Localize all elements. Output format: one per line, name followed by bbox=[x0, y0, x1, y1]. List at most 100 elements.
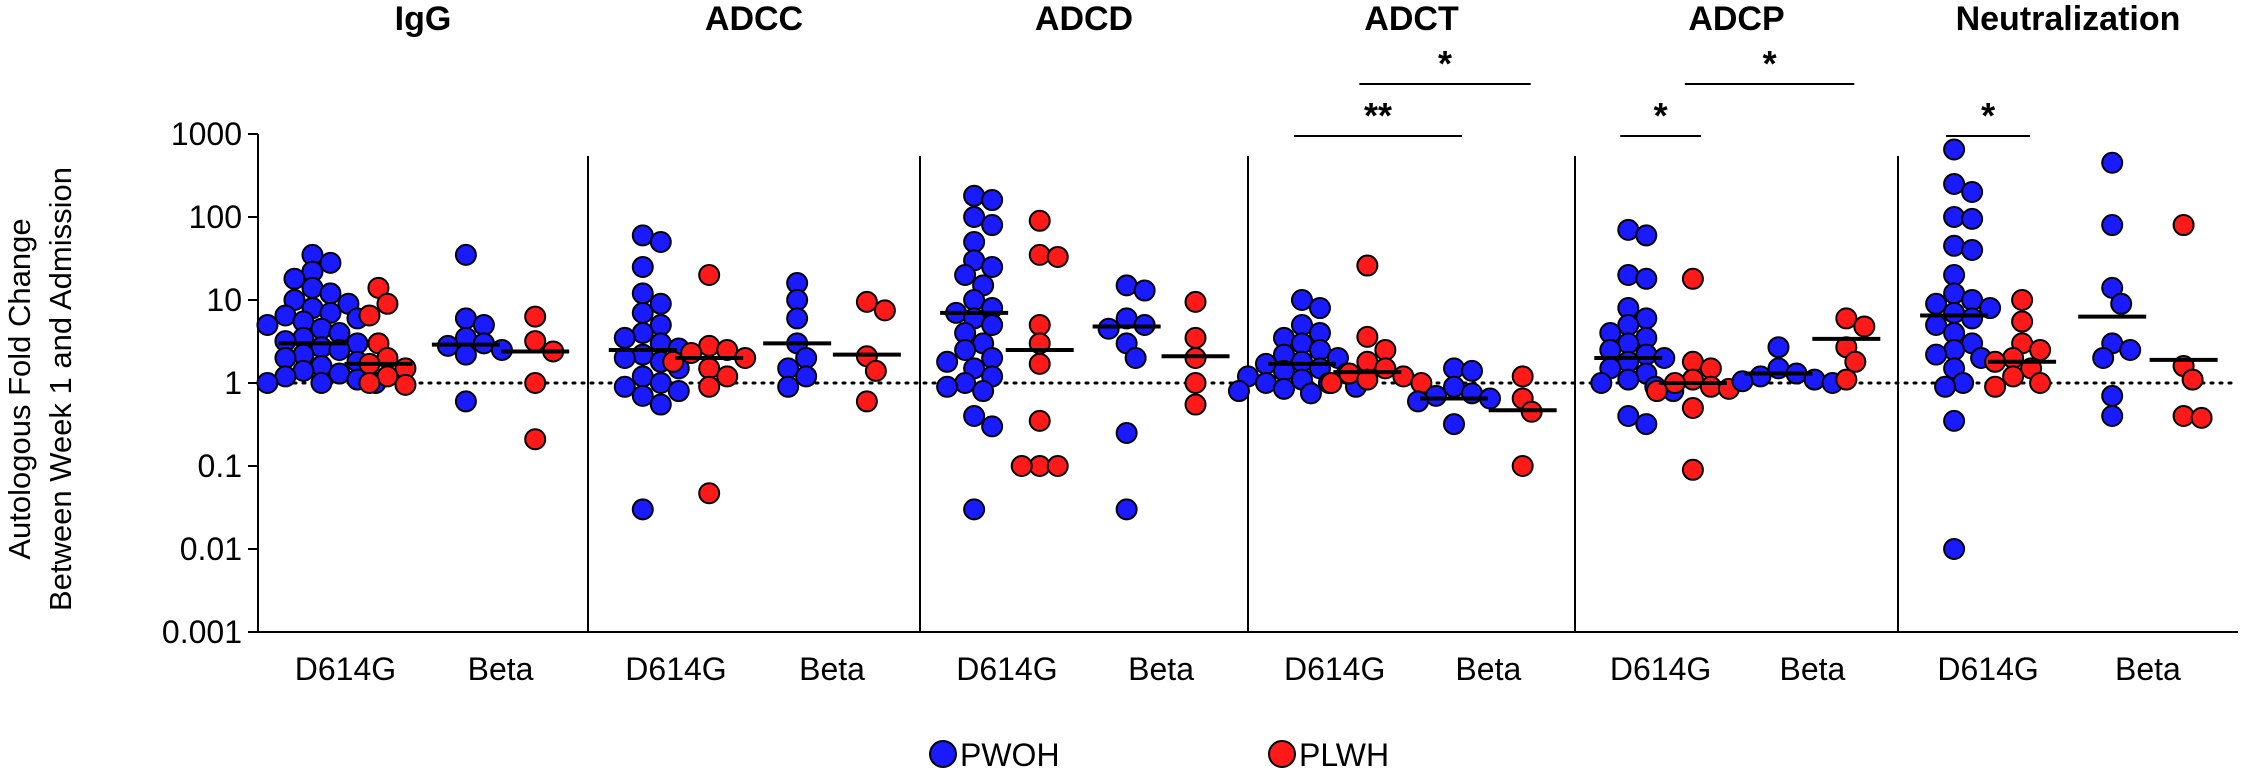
data-point bbox=[1699, 375, 1722, 398]
y-tick-label: 100 bbox=[189, 199, 242, 235]
x-category-label: Beta bbox=[1128, 651, 1194, 687]
significance-bar: * bbox=[1946, 95, 2031, 137]
data-point bbox=[1133, 279, 1156, 302]
data-point bbox=[1617, 264, 1640, 287]
data-point bbox=[524, 330, 547, 353]
data-point bbox=[698, 334, 721, 357]
data-point bbox=[1184, 393, 1207, 416]
data-point bbox=[855, 390, 878, 413]
data-point bbox=[2190, 406, 2213, 429]
legend: PWOH PLWH bbox=[929, 737, 1389, 770]
panel-title: ADCP bbox=[1688, 0, 1784, 38]
y-tick-label: 1000 bbox=[171, 116, 242, 152]
data-point bbox=[981, 347, 1004, 370]
data-point bbox=[981, 255, 1004, 278]
data-point bbox=[1511, 455, 1534, 477]
data-point bbox=[2002, 365, 2025, 388]
data-point bbox=[981, 313, 1004, 336]
y-tick-label: 10 bbox=[206, 282, 242, 318]
data-point bbox=[1425, 384, 1448, 407]
group-d614g-plwh bbox=[1984, 289, 2057, 398]
panel-title: ADCC bbox=[705, 0, 803, 38]
data-point bbox=[698, 264, 721, 287]
data-point bbox=[358, 304, 381, 327]
data-point bbox=[1617, 332, 1640, 355]
data-point bbox=[1961, 207, 1984, 230]
data-point bbox=[524, 428, 547, 451]
y-tick-label: 0.01 bbox=[180, 531, 242, 567]
significance-bars: ****** bbox=[1293, 43, 2031, 137]
data-point bbox=[2101, 384, 2124, 407]
x-category-label: D614G bbox=[625, 651, 726, 687]
data-point bbox=[1290, 289, 1313, 311]
group-beta-pwoh bbox=[1092, 274, 1161, 521]
data-point bbox=[2011, 310, 2034, 333]
group-d614g-plwh bbox=[1320, 254, 1433, 394]
group-beta-pwoh bbox=[1731, 336, 1844, 394]
y-tick-label: 0.001 bbox=[162, 614, 242, 650]
data-point bbox=[1308, 297, 1331, 320]
x-category-label: Beta bbox=[1779, 651, 1845, 687]
data-point bbox=[2181, 368, 2204, 391]
data-point bbox=[786, 289, 809, 311]
data-point bbox=[1374, 357, 1397, 380]
legend-label: PLWH bbox=[1299, 737, 1389, 770]
data-point bbox=[963, 230, 986, 253]
group-beta-pwoh bbox=[1407, 357, 1502, 436]
x-category-label: Beta bbox=[799, 651, 865, 687]
data-point bbox=[394, 373, 417, 396]
data-point bbox=[1374, 338, 1397, 361]
data-point bbox=[1461, 359, 1484, 382]
data-point bbox=[256, 313, 279, 336]
data-point bbox=[972, 380, 995, 403]
data-point bbox=[1097, 317, 1120, 340]
data-point bbox=[292, 359, 315, 382]
data-point bbox=[1392, 365, 1415, 388]
data-point bbox=[283, 267, 306, 290]
data-point bbox=[1028, 352, 1051, 375]
data-point bbox=[649, 230, 672, 253]
data-point bbox=[1749, 365, 1772, 388]
data-point bbox=[454, 390, 477, 413]
data-point bbox=[1272, 377, 1295, 400]
x-category-label: D614G bbox=[1284, 651, 1385, 687]
data-point bbox=[1046, 245, 1069, 268]
data-point bbox=[1943, 301, 1966, 324]
data-point bbox=[1299, 382, 1322, 405]
data-point bbox=[1943, 282, 1966, 305]
panel-title: ADCD bbox=[1035, 0, 1133, 38]
data-point bbox=[2092, 347, 2115, 370]
data-point bbox=[936, 350, 959, 373]
data-point bbox=[631, 365, 654, 388]
data-point bbox=[631, 498, 654, 521]
data-point bbox=[667, 380, 690, 403]
significance-bar: * bbox=[1620, 95, 1701, 137]
significance-label: * bbox=[1981, 95, 1995, 136]
data-point bbox=[698, 375, 721, 398]
data-point bbox=[1961, 289, 1984, 311]
data-point bbox=[1290, 332, 1313, 355]
data-point bbox=[873, 299, 896, 322]
data-point bbox=[1046, 455, 1069, 477]
data-point bbox=[649, 372, 672, 394]
data-point bbox=[649, 393, 672, 416]
data-point bbox=[1731, 370, 1754, 393]
panel-adct: ADCT D614G Beta bbox=[1227, 0, 1576, 687]
group-d614g-plwh bbox=[1005, 209, 1074, 477]
data-point bbox=[936, 375, 959, 398]
data-point bbox=[1844, 350, 1867, 373]
x-category-label: Beta bbox=[2115, 651, 2181, 687]
data-point bbox=[1767, 336, 1790, 359]
data-point bbox=[954, 338, 977, 361]
data-point bbox=[1590, 372, 1613, 394]
panel-adcp: ADCP D614G Beta bbox=[1590, 0, 1899, 687]
panel-igg: IgG D614G Beta bbox=[256, 0, 589, 687]
data-point bbox=[1617, 405, 1640, 428]
data-point bbox=[1356, 254, 1379, 277]
panel-title: ADCT bbox=[1364, 0, 1459, 38]
data-point bbox=[454, 307, 477, 330]
data-point bbox=[954, 264, 977, 287]
y-tick-label: 1 bbox=[224, 365, 242, 401]
group-beta-plwh bbox=[1812, 307, 1881, 391]
data-point bbox=[2101, 405, 2124, 428]
